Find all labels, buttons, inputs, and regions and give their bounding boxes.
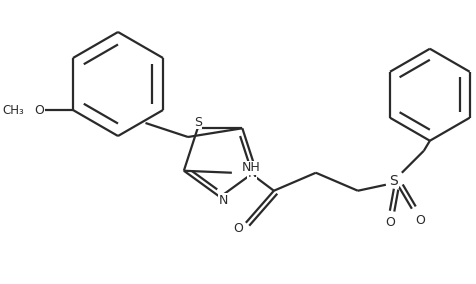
Text: N: N: [247, 167, 256, 180]
Text: O: O: [232, 222, 242, 235]
Text: O: O: [34, 103, 44, 116]
Text: S: S: [389, 174, 397, 188]
Text: S: S: [193, 116, 201, 129]
Text: NH: NH: [241, 161, 260, 174]
Text: N: N: [218, 193, 227, 206]
Text: O: O: [414, 214, 424, 227]
Text: O: O: [384, 216, 394, 229]
Text: CH₃: CH₃: [2, 103, 24, 116]
